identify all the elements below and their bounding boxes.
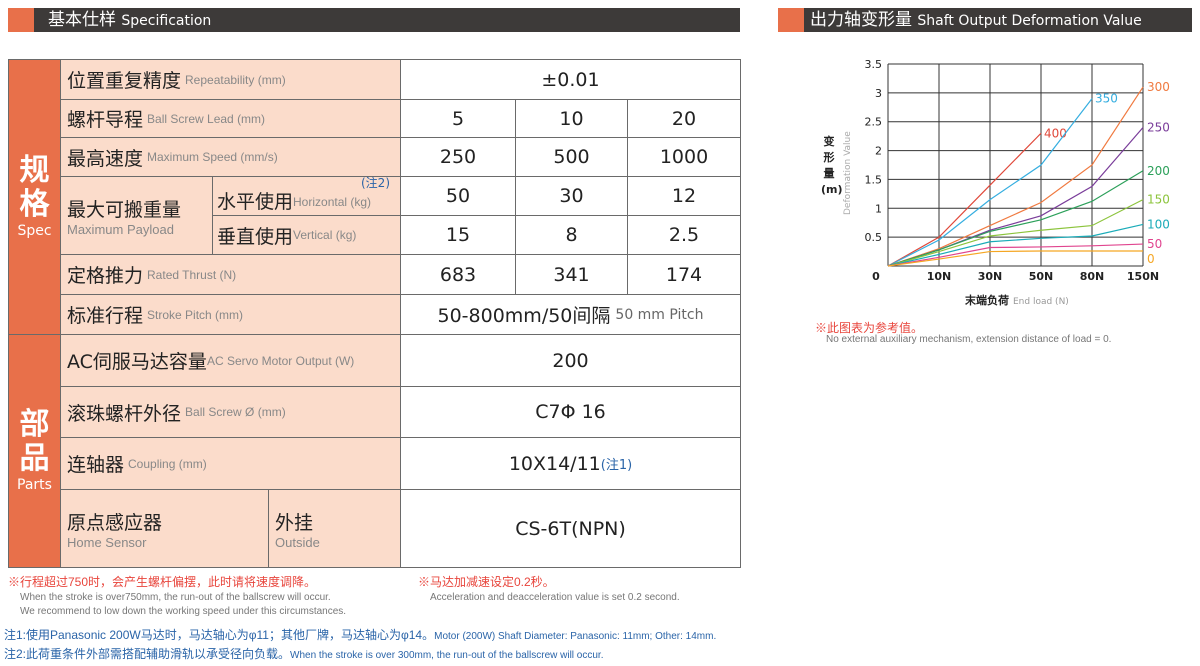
label-screw: 滚珠螺杆外径 Ball Screw Ø (mm) — [60, 386, 401, 438]
section-parts-zh: 部品 — [19, 407, 50, 476]
series-line-400 — [887, 132, 1042, 267]
value-speed-0: 250 — [400, 137, 516, 177]
y-tick-label: 1 — [875, 202, 882, 215]
series-label-350: 350 — [1095, 92, 1118, 106]
value-payload-horizontal-0: 50 — [400, 176, 516, 216]
deformation-chart: 0.5 1 1.5 2 2.5 3 3.5 0 10N 30N 50N 80N 150N 400 350 30… — [843, 58, 1170, 307]
label-horizontal: 水平使用 Horizontal (kg) (注2) — [212, 176, 401, 216]
series-line-150 — [887, 199, 1144, 267]
value-thrust-1: 341 — [515, 254, 628, 295]
note-accel-en: Acceleration and deacceleration value is… — [430, 592, 680, 603]
value-payload-vertical-1: 8 — [515, 215, 628, 255]
value-stroke: 50-800mm/50间隔 50 mm Pitch — [400, 294, 741, 335]
series-label-250: 250 — [1147, 120, 1170, 134]
x-tick-label: 30N — [978, 270, 1003, 283]
y-tick-label: 3 — [875, 87, 882, 100]
label-sensor-outside: 外挂 Outside — [268, 489, 401, 568]
value-repeatability: ±0.01 — [400, 59, 741, 100]
note-2-marker: (注2) — [361, 176, 390, 190]
series-label-100: 100 — [1147, 217, 1170, 231]
value-sensor: CS-6T(NPN) — [400, 489, 741, 568]
chart-header: 出力轴变形量 Shaft Output Deformation Value — [778, 8, 1192, 32]
note-1-marker: (注1) — [600, 458, 633, 473]
value-lead-1: 10 — [515, 99, 628, 138]
value-thrust-0: 683 — [400, 254, 516, 295]
footnote-1: 注1:使用Panasonic 200W马达时，马达轴心为φ11；其他厂牌，马达轴… — [4, 628, 717, 642]
x-axis-label: 末端负荷 — [964, 293, 1009, 307]
series-label-200: 200 — [1147, 164, 1170, 178]
series-label-0: 0 — [1147, 252, 1155, 266]
y-axis-label-en: Deformation Value — [843, 131, 853, 215]
series-line-100 — [887, 223, 1144, 267]
series-label-150: 150 — [1147, 193, 1170, 207]
y-tick-label: 3.5 — [865, 58, 883, 71]
value-payload-vertical-2: 2.5 — [627, 215, 741, 255]
value-lead-0: 5 — [400, 99, 516, 138]
y-axis-label: 变形量(m) — [821, 135, 843, 196]
x-tick-label: 80N — [1080, 270, 1105, 283]
y-tick-label: 1.5 — [865, 173, 883, 186]
label-stroke: 标准行程 Stroke Pitch (mm) — [60, 294, 401, 335]
value-speed-1: 500 — [515, 137, 628, 177]
series-line-300 — [887, 86, 1144, 267]
section-spec: 规格 Spec — [8, 59, 61, 335]
section-spec-zh: 规格 — [19, 153, 50, 222]
series-label-300: 300 — [1147, 80, 1170, 94]
series-line-50 — [887, 243, 1144, 267]
label-vertical: 垂直使用 Vertical (kg) — [212, 215, 401, 255]
note-accel-zh: ※马达加减速设定0.2秒。 — [418, 575, 555, 589]
footnote-2: 注2:此荷重条件外部需搭配辅助滑轨以承受径向负载。When the stroke… — [4, 647, 604, 661]
value-payload-horizontal-2: 12 — [627, 176, 741, 216]
value-motor: 200 — [400, 334, 741, 387]
series-line-0 — [887, 250, 1143, 267]
series-line-200 — [887, 170, 1144, 267]
section-parts: 部品 Parts — [8, 334, 61, 568]
chart-title: 出力轴变形量 — [810, 10, 912, 30]
chart-note-en: No external auxiliary mechanism, extensi… — [826, 334, 1112, 345]
value-speed-2: 1000 — [627, 137, 741, 177]
label-motor: AC伺服马达容量 AC Servo Motor Output (W) — [60, 334, 401, 387]
value-screw: C7Φ 16 — [400, 386, 741, 438]
note-stroke-zh: ※行程超过750时，会产生螺杆偏摆，此时请将速度调降。 — [8, 575, 317, 589]
value-thrust-2: 174 — [627, 254, 741, 295]
y-tick-label: 2.5 — [865, 116, 883, 129]
value-payload-vertical-0: 15 — [400, 215, 516, 255]
x-tick-label: 50N — [1029, 270, 1054, 283]
note-stroke-en1: When the stroke is over750mm, the run-ou… — [20, 592, 331, 603]
chart-title-en: Shaft Output Deformation Value — [917, 13, 1142, 29]
series-label-400: 400 — [1044, 126, 1067, 140]
value-lead-2: 20 — [627, 99, 741, 138]
x-tick-label: 0 — [872, 270, 880, 283]
label-coupling: 连轴器 Coupling (mm) — [60, 437, 401, 490]
label-payload: 最大可搬重量 Maximum Payload — [60, 176, 213, 255]
y-tick-label: 0.5 — [865, 231, 883, 244]
label-repeatability: 位置重复精度 Repeatability (mm) — [60, 59, 401, 100]
note-stroke-en2: We recommend to low down the working spe… — [20, 606, 347, 617]
label-speed: 最高速度 Maximum Speed (mm/s) — [60, 137, 401, 177]
label-lead: 螺杆导程 Ball Screw Lead (mm) — [60, 99, 401, 138]
series-line-350 — [887, 98, 1093, 267]
series-label-50: 50 — [1147, 237, 1162, 251]
label-thrust: 定格推力 Rated Thrust (N) — [60, 254, 401, 295]
section-spec-en: Spec — [17, 223, 52, 239]
chart-note-zh: ※此图表为参考值。 — [815, 321, 924, 335]
x-axis-label-en: End load (N) — [1013, 297, 1069, 307]
spec-title-en: Specification — [121, 13, 212, 29]
y-tick-label: 2 — [875, 145, 882, 158]
x-tick-label: 10N — [927, 270, 952, 283]
section-parts-en: Parts — [17, 477, 52, 493]
spec-title: 基本仕样 — [48, 10, 116, 30]
value-coupling: 10X14/11 (注1) — [400, 437, 741, 490]
label-sensor: 原点感应器 Home Sensor — [60, 489, 269, 568]
spec-header: 基本仕样 Specification — [8, 8, 740, 32]
value-payload-horizontal-1: 30 — [515, 176, 628, 216]
x-tick-label: 150N — [1127, 270, 1159, 283]
